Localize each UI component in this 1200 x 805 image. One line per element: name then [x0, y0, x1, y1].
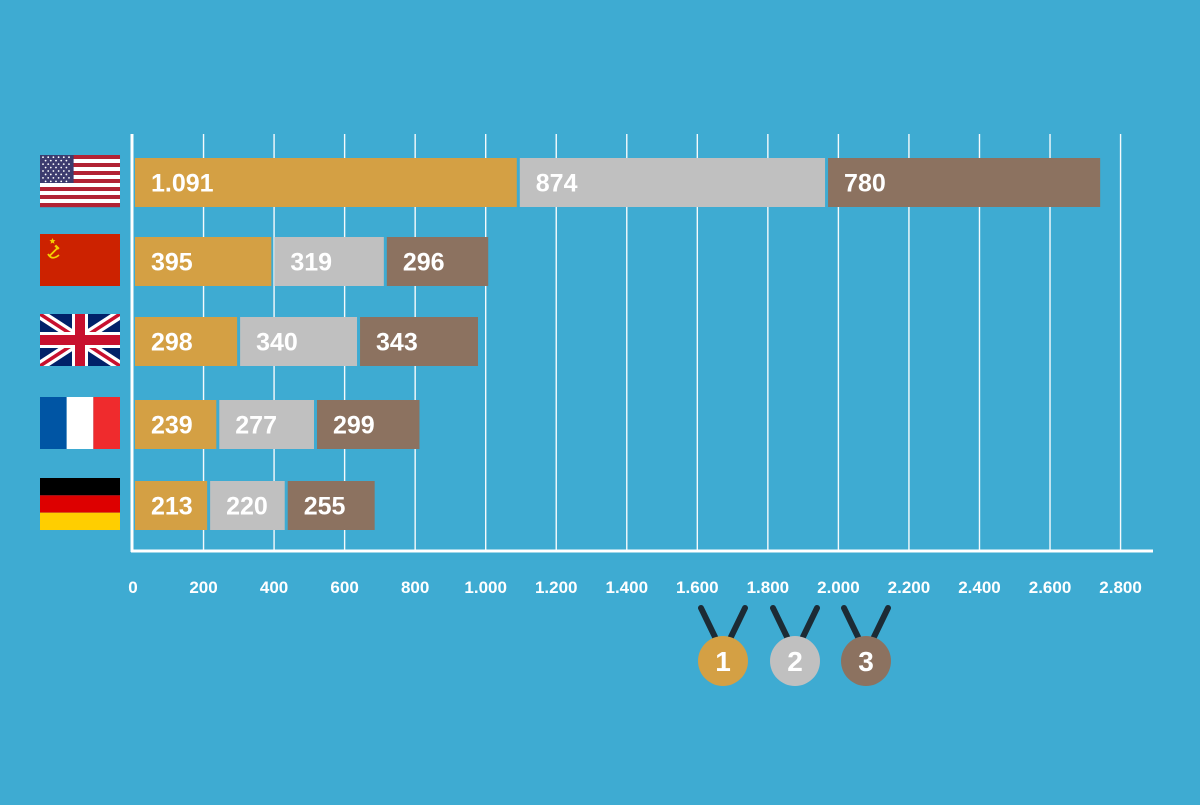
bar-value-label: 298 [151, 329, 193, 357]
bar-0-4 [135, 481, 208, 530]
x-tick-label: 200 [189, 578, 217, 597]
bar-1-3 [219, 400, 314, 449]
legend-label: 2 [787, 646, 803, 677]
x-tick-label: 1.400 [606, 578, 649, 597]
x-tick-label: 2.400 [958, 578, 1001, 597]
bar-1-1 [274, 237, 384, 286]
x-tick-label: 2.800 [1099, 578, 1142, 597]
bar-value-label: 340 [256, 329, 298, 357]
bar-0-3 [135, 400, 217, 449]
bar-value-label: 874 [536, 170, 578, 198]
bar-value-label: 780 [844, 170, 886, 198]
bar-value-label: 220 [226, 493, 268, 521]
x-tick-label: 2.000 [817, 578, 860, 597]
bar-2-0 [828, 158, 1101, 207]
x-tick-label: 800 [401, 578, 429, 597]
x-tick-label: 1.000 [464, 578, 507, 597]
bar-0-1 [135, 237, 272, 286]
bar-value-label: 1.091 [151, 170, 214, 198]
gold-medal-icon: 1 [698, 605, 748, 686]
x-tick-label: 400 [260, 578, 288, 597]
x-tick-label: 1.200 [535, 578, 578, 597]
bar-value-label: 239 [151, 412, 193, 440]
bar-value-label: 299 [333, 412, 375, 440]
bar-value-label: 343 [376, 329, 418, 357]
bar-0-0 [135, 158, 517, 207]
uk-flag-icon [40, 314, 120, 366]
bar-1-4 [210, 481, 285, 530]
france-flag-icon [40, 397, 120, 449]
legend-label: 1 [715, 646, 731, 677]
bar-value-label: 255 [304, 493, 346, 521]
bar-2-1 [386, 237, 489, 286]
x-tick-label: 1.800 [747, 578, 790, 597]
bar-1-0 [519, 158, 826, 207]
bar-value-label: 213 [151, 493, 193, 521]
bronze-medal-icon: 3 [841, 605, 891, 686]
x-tick-label: 1.600 [676, 578, 719, 597]
bar-1-2 [240, 317, 358, 366]
legend-label: 3 [858, 646, 874, 677]
usa-flag-icon [40, 155, 120, 208]
silver-medal-icon: 2 [770, 605, 820, 686]
germany-flag-icon [40, 478, 120, 530]
bar-value-label: 319 [290, 249, 332, 277]
bar-2-4 [287, 481, 375, 530]
x-tick-label: 600 [330, 578, 358, 597]
bar-2-2 [360, 317, 478, 366]
x-tick-label: 2.600 [1029, 578, 1072, 597]
ussr-flag-icon [40, 234, 120, 286]
bar-0-2 [135, 317, 238, 366]
x-tick-label: 0 [128, 578, 137, 597]
bar-value-label: 296 [403, 249, 445, 277]
bar-value-label: 395 [151, 249, 193, 277]
x-tick-label: 2.200 [888, 578, 931, 597]
bar-value-label: 277 [235, 412, 277, 440]
bar-2-3 [316, 400, 420, 449]
